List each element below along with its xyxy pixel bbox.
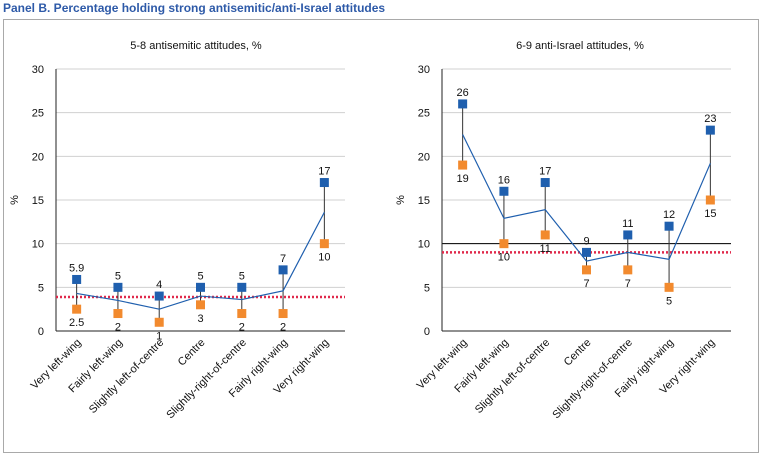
orange-marker — [458, 160, 468, 170]
chart-title: 5-8 antisemitic attitudes, % — [130, 40, 262, 52]
blue-marker — [278, 265, 288, 275]
x-tick-label: Slightly left-of-centre — [473, 337, 552, 416]
blue-marker — [664, 221, 674, 231]
orange-marker — [664, 282, 674, 292]
orange-marker — [278, 309, 288, 319]
orange-value-label: 7 — [583, 278, 589, 290]
blue-value-label: 17 — [318, 166, 330, 178]
x-tick-label: Slightly-right-of-centre — [164, 337, 249, 422]
orange-marker — [540, 230, 550, 240]
y-tick-label: 10 — [32, 239, 44, 251]
orange-value-label: 10 — [318, 252, 330, 264]
blue-value-label: 26 — [457, 87, 469, 99]
blue-value-label: 9 — [583, 235, 589, 247]
blue-value-label: 17 — [539, 166, 551, 178]
orange-value-label: 19 — [457, 173, 469, 185]
orange-value-label: 15 — [704, 208, 716, 220]
x-tick-label: Centre — [176, 337, 208, 369]
orange-marker — [196, 300, 205, 310]
blue-value-label: 5 — [115, 270, 121, 282]
y-tick-label: 10 — [418, 239, 430, 251]
blue-marker — [582, 247, 591, 257]
average-line — [462, 134, 711, 262]
average-line — [76, 211, 325, 310]
y-tick-label: 25 — [418, 108, 430, 120]
blue-marker — [319, 178, 329, 188]
y-tick-label: 25 — [32, 108, 44, 120]
y-tick-label: 0 — [424, 326, 430, 338]
orange-value-label: 1 — [156, 330, 162, 342]
orange-marker — [499, 239, 509, 249]
y-tick-label: 30 — [418, 64, 430, 76]
x-tick-label: Slightly-right-of-centre — [550, 337, 635, 422]
blue-marker — [540, 178, 550, 188]
blue-value-label: 5 — [197, 270, 203, 282]
x-tick-label: Slightly left-of-centre — [87, 337, 166, 416]
orange-value-label: 2 — [280, 322, 286, 334]
y-tick-label: 20 — [418, 151, 430, 163]
blue-value-label: 4 — [156, 279, 162, 291]
orange-value-label: 2 — [115, 322, 121, 334]
orange-marker — [623, 265, 633, 275]
orange-marker — [72, 304, 82, 314]
y-tick-label: 5 — [424, 282, 430, 294]
y-tick-label: 20 — [32, 151, 44, 163]
orange-marker — [154, 317, 164, 327]
blue-value-label: 11 — [622, 218, 633, 230]
chart-title: 6-9 anti-Israel attitudes, % — [516, 40, 644, 52]
orange-marker — [705, 195, 715, 205]
y-tick-label: 15 — [32, 195, 44, 207]
orange-marker — [113, 309, 123, 319]
y-axis-label: % — [9, 195, 21, 205]
orange-value-label: 3 — [197, 313, 203, 325]
orange-marker — [582, 265, 591, 275]
orange-value-label: 11 — [540, 243, 551, 255]
orange-marker — [319, 239, 329, 249]
blue-value-label: 5 — [239, 270, 245, 282]
y-tick-label: 5 — [38, 282, 44, 294]
blue-marker — [499, 186, 509, 196]
chart-2: 6-9 anti-Israel attitudes, % 0 5 10 15 20 25 30… — [395, 40, 731, 421]
orange-value-label: 10 — [498, 252, 510, 264]
blue-marker — [237, 282, 247, 292]
blue-marker — [458, 99, 468, 109]
orange-value-label: 5 — [666, 295, 672, 307]
blue-value-label: 5.9 — [69, 262, 84, 274]
blue-value-label: 7 — [280, 253, 286, 265]
chart-1: 5-8 antisemitic attitudes, %051015202530… — [9, 40, 345, 421]
y-tick-label: 15 — [418, 195, 430, 207]
blue-marker — [113, 282, 123, 292]
orange-marker — [237, 309, 247, 319]
blue-marker — [196, 282, 205, 292]
blue-value-label: 16 — [498, 174, 510, 186]
orange-value-label: 7 — [625, 278, 631, 290]
blue-marker — [154, 291, 164, 301]
blue-marker — [623, 230, 633, 240]
orange-value-label: 2 — [239, 322, 245, 334]
blue-marker — [705, 125, 715, 135]
y-tick-label: 0 — [38, 326, 44, 338]
y-tick-label: 30 — [32, 64, 44, 76]
blue-value-label: 12 — [663, 209, 675, 221]
x-tick-label: Centre — [562, 337, 594, 369]
blue-marker — [72, 274, 82, 284]
blue-value-label: 23 — [704, 113, 716, 125]
figure-frame — [3, 19, 759, 453]
panel-title: Panel B. Percentage holding strong antis… — [3, 1, 386, 15]
y-axis-label: % — [395, 195, 407, 205]
orange-value-label: 2.5 — [69, 317, 84, 329]
